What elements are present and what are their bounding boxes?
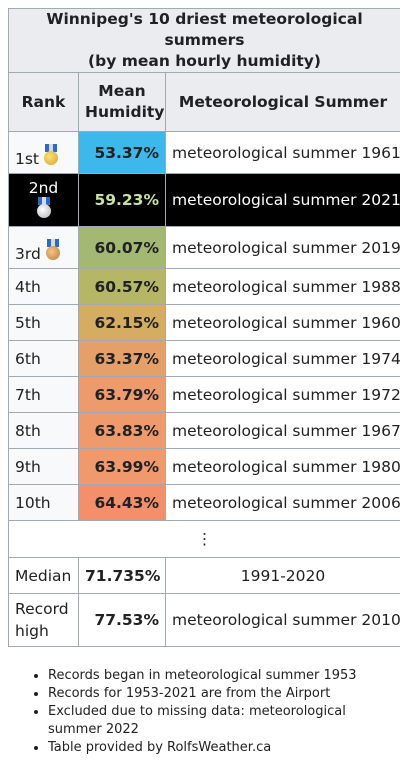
humidity-cell: 64.43% (78, 484, 166, 521)
rank-cell: 8th (8, 412, 79, 449)
season-cell: meteorological summer 1972 (164, 376, 400, 413)
table-row: 10th 64.43% meteorological summer 2006 (8, 484, 400, 521)
record-high-label: Record high (8, 593, 79, 647)
rank-cell: 5th (8, 304, 79, 341)
humidity-cell: 63.99% (78, 448, 166, 485)
season-cell: meteorological summer 1974 (164, 340, 400, 377)
ellipsis-row: ⋮ (7, 520, 400, 558)
table-row: 2nd 59.23% meteorological summer 2021 (8, 173, 400, 227)
gold-medal-icon (43, 143, 59, 166)
record-high-row: Record high 77.53% meteorological summer… (8, 593, 400, 647)
table-title-line1: Winnipeg's 10 driest meteorological summ… (46, 10, 363, 49)
rank-cell: 6th (8, 340, 79, 377)
median-label: Median (8, 557, 79, 594)
season-cell: meteorological summer 2019 (164, 226, 400, 269)
humidity-cell: 63.79% (78, 376, 166, 413)
humidity-cell: 60.57% (78, 268, 166, 305)
record-high-season: meteorological summer 2010 (164, 593, 400, 647)
humidity-cell: 63.83% (78, 412, 166, 449)
table-title-line2: (by mean hourly humidity) (88, 52, 321, 70)
footnotes: Records began in meteorological summer 1… (18, 667, 398, 757)
median-period: 1991-2020 (164, 557, 400, 594)
bronze-medal-icon (45, 238, 61, 261)
humidity-cell: 60.07% (78, 226, 166, 269)
rank-cell: 4th (8, 268, 79, 305)
rank-cell: 2nd (8, 173, 79, 227)
table-row: 7th 63.79% meteorological summer 1972 (8, 376, 400, 413)
mean-header-line2: Humidity (85, 103, 165, 121)
season-cell: meteorological summer 1967 (164, 412, 400, 449)
footnote-item: Records began in meteorological summer 1… (48, 667, 398, 685)
season-cell: meteorological summer 1980 (164, 448, 400, 485)
record-high-value: 77.53% (78, 593, 166, 647)
humidity-cell: 62.15% (78, 304, 166, 341)
season-cell: meteorological summer 2006 (164, 484, 400, 521)
table-row: 5th 62.15% meteorological summer 1960 (8, 304, 400, 341)
rank-cell: 3rd (8, 226, 79, 269)
table-row: 1st 53.37% meteorological summer 1961 (8, 131, 400, 174)
table-row: 3rd 60.07% meteorological summer 2019 (8, 226, 400, 269)
rank-cell: 7th (8, 376, 79, 413)
humidity-cell: 63.37% (78, 340, 166, 377)
mean-header-line1: Mean (98, 82, 146, 100)
footnote-item: Records for 1953-2021 are from the Airpo… (48, 685, 398, 703)
record-high-label-line2: high (15, 622, 49, 640)
season-header: Meteorological Summer (164, 72, 400, 132)
record-high-label-line1: Record (15, 600, 69, 618)
footnote-item: Table provided by RolfsWeather.ca (48, 739, 398, 757)
table-row: 6th 63.37% meteorological summer 1974 (8, 340, 400, 377)
humidity-cell: 59.23% (78, 173, 166, 227)
season-cell: meteorological summer 1961 (164, 131, 400, 174)
mean-humidity-header: Mean Humidity (78, 72, 166, 132)
rank-cell: 1st (8, 131, 79, 174)
season-cell: meteorological summer 1988 (164, 268, 400, 305)
silver-medal-icon (36, 197, 52, 219)
rank-text: 2nd (28, 179, 59, 197)
season-cell: meteorological summer 1960 (164, 304, 400, 341)
median-value: 71.735% (78, 557, 166, 594)
rank-text: 3rd (15, 244, 41, 263)
rank-cell: 9th (8, 448, 79, 485)
summers-table: Winnipeg's 10 driest meteorological summ… (7, 8, 400, 647)
table-row: 9th 63.99% meteorological summer 1980 (8, 448, 400, 485)
footnote-item: Excluded due to missing data: meteorolog… (48, 703, 398, 739)
rank-text: 1st (15, 149, 40, 168)
rank-cell: 10th (8, 484, 79, 521)
rank-header: Rank (8, 72, 79, 132)
table-title: Winnipeg's 10 driest meteorological summ… (7, 8, 400, 73)
median-row: Median 71.735% 1991-2020 (8, 557, 400, 594)
table-row: 8th 63.83% meteorological summer 1967 (8, 412, 400, 449)
table-row: 4th 60.57% meteorological summer 1988 (8, 268, 400, 305)
season-cell: meteorological summer 2021 (164, 173, 400, 227)
humidity-cell: 53.37% (78, 131, 166, 174)
